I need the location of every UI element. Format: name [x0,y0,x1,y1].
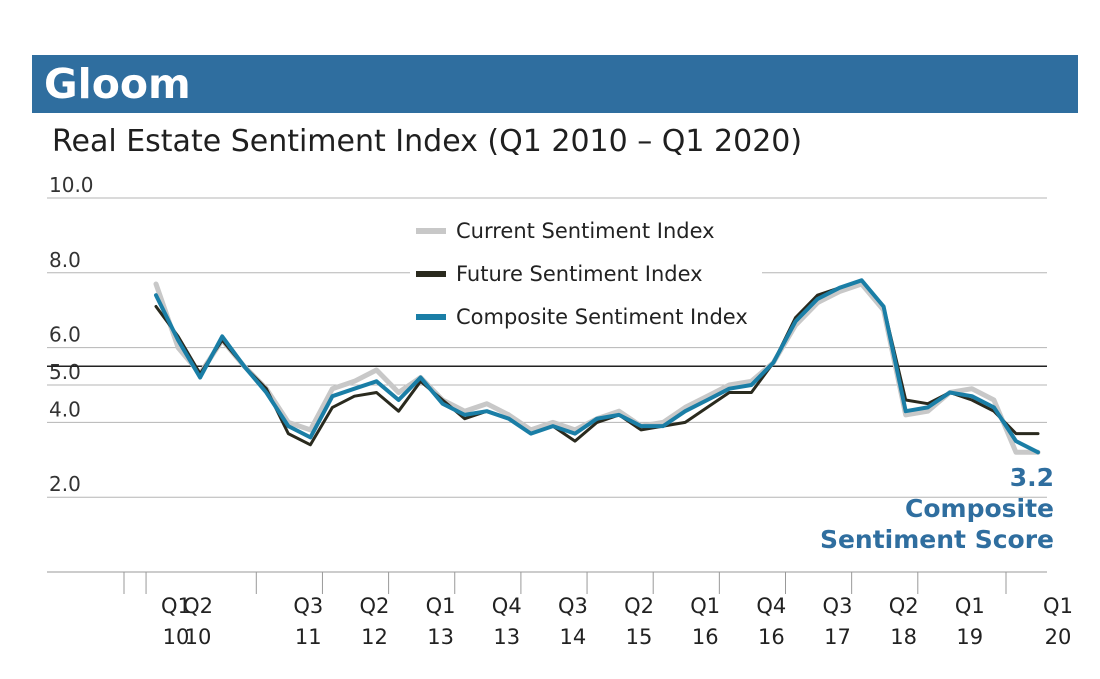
y-tick-label-1: 8.0 [49,248,81,272]
legend-label-current: Current Sentiment Index [456,218,715,243]
x-tick-label-top-11: Q2 [889,594,919,618]
x-tick-label-bottom-1: 10 [185,625,212,649]
x-tick-label-top-12: Q1 [955,594,985,618]
legend-label-future: Future Sentiment Index [456,261,703,286]
x-tick-label-top-6: Q3 [558,594,588,618]
x-tick-label-top-0: Q1 [161,594,191,618]
x-tick-label-bottom-4: 13 [427,625,454,649]
x-tick-label-top-13: Q1 [1043,594,1073,618]
series-line-2 [154,278,1040,455]
x-tick-label-bottom-0: 10 [163,625,190,649]
y-tick-label-5: 2.0 [49,472,81,496]
legend-swatch-current [416,227,446,234]
y-tick-label-4: 4.0 [49,397,81,421]
x-tick-label-bottom-7: 15 [626,625,653,649]
legend-swatch-composite [416,313,446,320]
legend-item-composite: Composite Sentiment Index [416,295,748,338]
x-tick-label-bottom-9: 16 [758,625,785,649]
x-tick-label-bottom-12: 19 [956,625,983,649]
x-tick-label-top-9: Q4 [756,594,786,618]
annotation-value: 3.2 [1009,463,1054,492]
x-tick-label-top-2: Q3 [293,594,323,618]
header-banner: Gloom [32,55,1078,113]
x-tick-label-top-10: Q3 [823,594,853,618]
x-tick-label-bottom-11: 18 [890,625,917,649]
chart-title: Real Estate Sentiment Index (Q1 2010 – Q… [52,124,803,159]
y-tick-label-0: 10.0 [49,173,94,197]
legend-swatch-future [416,270,446,277]
annotation-line1: Composite [905,494,1054,523]
x-tick-label-bottom-2: 11 [295,625,322,649]
legend-item-future: Future Sentiment Index [416,252,748,295]
banner-title: Gloom [44,60,191,108]
x-tick-label-bottom-5: 13 [493,625,520,649]
x-tick-label-top-1: Q2 [183,594,213,618]
x-tick-label-bottom-8: 16 [692,625,719,649]
x-tick-label-bottom-6: 14 [560,625,587,649]
legend-item-current: Current Sentiment Index [416,209,748,252]
annotation-line2: Sentiment Score [819,525,1054,554]
x-tick-label-bottom-3: 12 [361,625,388,649]
y-tick-label-3: 5.0 [49,360,81,384]
x-tick-label-top-3: Q2 [360,594,390,618]
x-tick-label-top-4: Q1 [426,594,456,618]
x-tick-label-top-5: Q4 [492,594,522,618]
composite-score-annotation: 3.2 Composite Sentiment Score [820,462,1054,555]
legend-label-composite: Composite Sentiment Index [456,304,748,329]
x-tick-label-top-8: Q1 [690,594,720,618]
x-tick-label-bottom-13: 20 [1045,625,1072,649]
x-tick-label-bottom-10: 17 [824,625,851,649]
x-tick-label-top-7: Q2 [624,594,654,618]
chart-legend: Current Sentiment Index Future Sentiment… [410,207,762,340]
y-tick-label-2: 6.0 [49,323,81,347]
